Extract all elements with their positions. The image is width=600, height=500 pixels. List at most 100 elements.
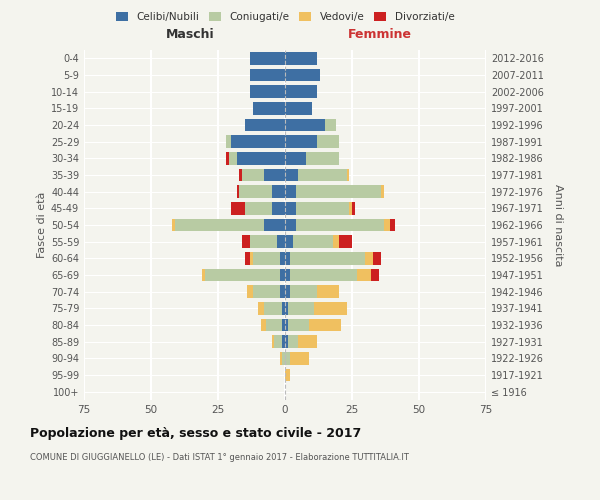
Bar <box>352 202 355 214</box>
Bar <box>287 336 298 348</box>
Bar <box>285 352 290 364</box>
Bar <box>280 269 285 281</box>
Bar <box>263 302 283 314</box>
Bar <box>172 219 175 231</box>
Bar <box>272 202 285 214</box>
Bar <box>285 236 293 248</box>
Bar <box>175 219 263 231</box>
Bar <box>290 352 309 364</box>
Bar <box>250 236 277 248</box>
Bar <box>250 86 285 98</box>
Bar <box>285 252 290 264</box>
Bar <box>285 69 320 82</box>
Bar <box>250 69 285 82</box>
Bar <box>285 86 317 98</box>
Bar <box>382 186 384 198</box>
Bar <box>285 119 325 132</box>
Bar <box>298 169 347 181</box>
Legend: Celibi/Nubili, Coniugati/e, Vedovi/e, Divorziati/e: Celibi/Nubili, Coniugati/e, Vedovi/e, Di… <box>112 8 458 26</box>
Bar <box>287 302 314 314</box>
Bar <box>202 269 205 281</box>
Bar <box>285 219 296 231</box>
Text: Maschi: Maschi <box>166 28 215 42</box>
Bar <box>237 186 239 198</box>
Bar <box>242 169 263 181</box>
Bar <box>258 302 263 314</box>
Text: Femmine: Femmine <box>347 28 412 42</box>
Bar <box>245 119 285 132</box>
Bar <box>285 186 296 198</box>
Bar <box>371 269 379 281</box>
Bar <box>253 286 280 298</box>
Bar <box>290 269 358 281</box>
Bar <box>226 136 232 148</box>
Y-axis label: Fasce di età: Fasce di età <box>37 192 47 258</box>
Bar <box>285 136 317 148</box>
Bar <box>338 236 352 248</box>
Bar <box>285 369 290 381</box>
Bar <box>333 236 338 248</box>
Bar <box>253 102 285 115</box>
Bar <box>358 269 371 281</box>
Bar <box>280 286 285 298</box>
Bar <box>298 336 317 348</box>
Bar <box>250 52 285 64</box>
Bar <box>237 152 285 164</box>
Bar <box>314 302 347 314</box>
Y-axis label: Anni di nascita: Anni di nascita <box>553 184 563 266</box>
Bar <box>285 286 290 298</box>
Bar <box>389 219 395 231</box>
Bar <box>309 319 341 331</box>
Bar <box>250 252 253 264</box>
Bar <box>317 286 338 298</box>
Bar <box>285 102 312 115</box>
Bar <box>229 152 237 164</box>
Bar <box>285 152 307 164</box>
Bar <box>266 319 283 331</box>
Bar <box>285 202 296 214</box>
Bar <box>373 252 382 264</box>
Bar <box>263 169 285 181</box>
Bar <box>263 219 285 231</box>
Bar <box>232 136 285 148</box>
Bar <box>283 352 285 364</box>
Text: Popolazione per età, sesso e stato civile - 2017: Popolazione per età, sesso e stato civil… <box>30 428 361 440</box>
Bar <box>293 236 333 248</box>
Bar <box>349 202 352 214</box>
Bar <box>205 269 280 281</box>
Bar <box>285 52 317 64</box>
Bar <box>285 319 287 331</box>
Bar <box>239 186 272 198</box>
Bar <box>283 319 285 331</box>
Bar <box>307 152 338 164</box>
Bar <box>239 169 242 181</box>
Bar <box>296 186 382 198</box>
Bar <box>247 286 253 298</box>
Bar <box>272 336 274 348</box>
Bar <box>287 319 309 331</box>
Bar <box>285 302 287 314</box>
Bar <box>261 319 266 331</box>
Bar <box>274 336 283 348</box>
Bar <box>384 219 389 231</box>
Text: COMUNE DI GIUGGIANELLO (LE) - Dati ISTAT 1° gennaio 2017 - Elaborazione TUTTITAL: COMUNE DI GIUGGIANELLO (LE) - Dati ISTAT… <box>30 452 409 462</box>
Bar <box>283 336 285 348</box>
Bar <box>283 302 285 314</box>
Bar <box>280 252 285 264</box>
Bar <box>365 252 373 264</box>
Bar <box>285 169 298 181</box>
Bar <box>272 186 285 198</box>
Bar <box>226 152 229 164</box>
Bar <box>245 252 250 264</box>
Bar <box>296 219 384 231</box>
Bar <box>245 202 272 214</box>
Bar <box>325 119 336 132</box>
Bar <box>317 136 338 148</box>
Bar <box>285 269 290 281</box>
Bar <box>347 169 349 181</box>
Bar <box>296 202 349 214</box>
Bar <box>290 286 317 298</box>
Bar <box>277 236 285 248</box>
Bar <box>253 252 280 264</box>
Bar <box>242 236 250 248</box>
